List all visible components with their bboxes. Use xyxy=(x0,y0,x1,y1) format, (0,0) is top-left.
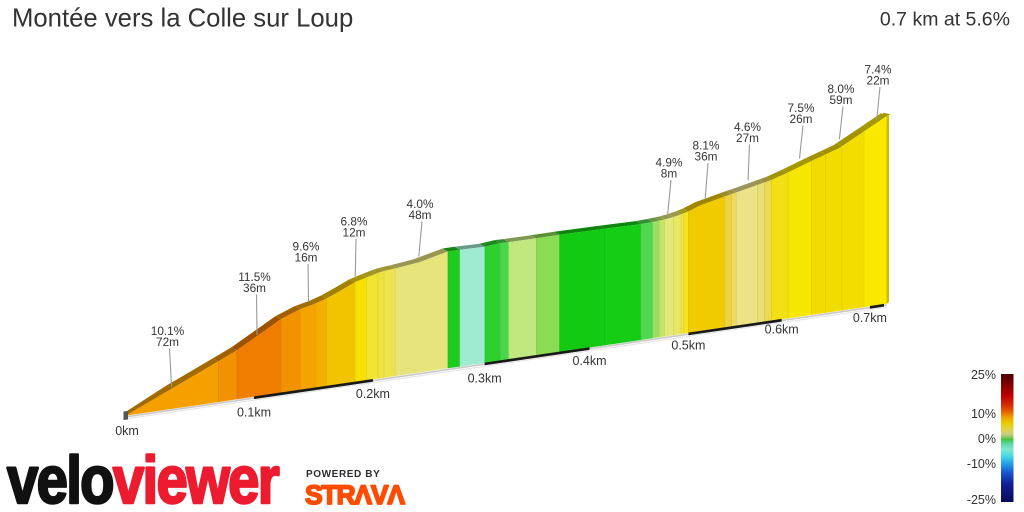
svg-text:4.9%: 4.9% xyxy=(656,155,683,169)
svg-text:59m: 59m xyxy=(830,93,853,107)
svg-text:22m: 22m xyxy=(867,73,890,87)
svg-text:11.5%: 11.5% xyxy=(238,270,271,284)
svg-text:36m: 36m xyxy=(695,149,718,163)
svg-text:0.5km: 0.5km xyxy=(671,339,705,353)
svg-text:8m: 8m xyxy=(661,166,678,180)
svg-text:0%: 0% xyxy=(978,432,996,446)
svg-text:8.0%: 8.0% xyxy=(828,82,855,96)
svg-text:10.1%: 10.1% xyxy=(151,324,185,338)
svg-text:0.7km: 0.7km xyxy=(853,311,887,325)
svg-text:9.6%: 9.6% xyxy=(293,239,320,253)
svg-text:0.7 km at 5.6%: 0.7 km at 5.6% xyxy=(880,9,1010,31)
svg-text:Montée vers la Colle sur Loup: Montée vers la Colle sur Loup xyxy=(12,5,353,33)
svg-text:6.8%: 6.8% xyxy=(341,214,368,228)
svg-text:-10%: -10% xyxy=(967,457,996,471)
svg-text:4.0%: 4.0% xyxy=(407,197,434,211)
svg-text:4.6%: 4.6% xyxy=(734,120,761,134)
svg-text:27m: 27m xyxy=(736,131,759,145)
svg-text:8.1%: 8.1% xyxy=(693,138,720,152)
svg-text:36m: 36m xyxy=(243,281,266,295)
svg-text:0.4km: 0.4km xyxy=(572,354,606,368)
svg-text:veloviewer: veloviewer xyxy=(7,443,280,512)
svg-text:7.4%: 7.4% xyxy=(865,62,892,76)
svg-text:0.3km: 0.3km xyxy=(468,372,502,386)
svg-text:0.1km: 0.1km xyxy=(237,406,271,420)
svg-text:16m: 16m xyxy=(295,250,318,264)
svg-text:POWERED BY: POWERED BY xyxy=(306,469,380,480)
svg-text:10%: 10% xyxy=(971,407,996,421)
svg-text:26m: 26m xyxy=(790,112,813,126)
svg-text:STRΛVΛ: STRΛVΛ xyxy=(305,480,405,510)
svg-text:12m: 12m xyxy=(343,225,366,239)
svg-text:-25%: -25% xyxy=(967,493,996,507)
svg-text:0.6km: 0.6km xyxy=(765,323,799,337)
svg-text:48m: 48m xyxy=(409,208,432,222)
svg-text:0km: 0km xyxy=(115,424,139,438)
svg-text:25%: 25% xyxy=(971,368,996,382)
svg-text:72m: 72m xyxy=(156,335,179,349)
svg-text:7.5%: 7.5% xyxy=(788,101,815,115)
svg-text:0.2km: 0.2km xyxy=(356,387,390,401)
